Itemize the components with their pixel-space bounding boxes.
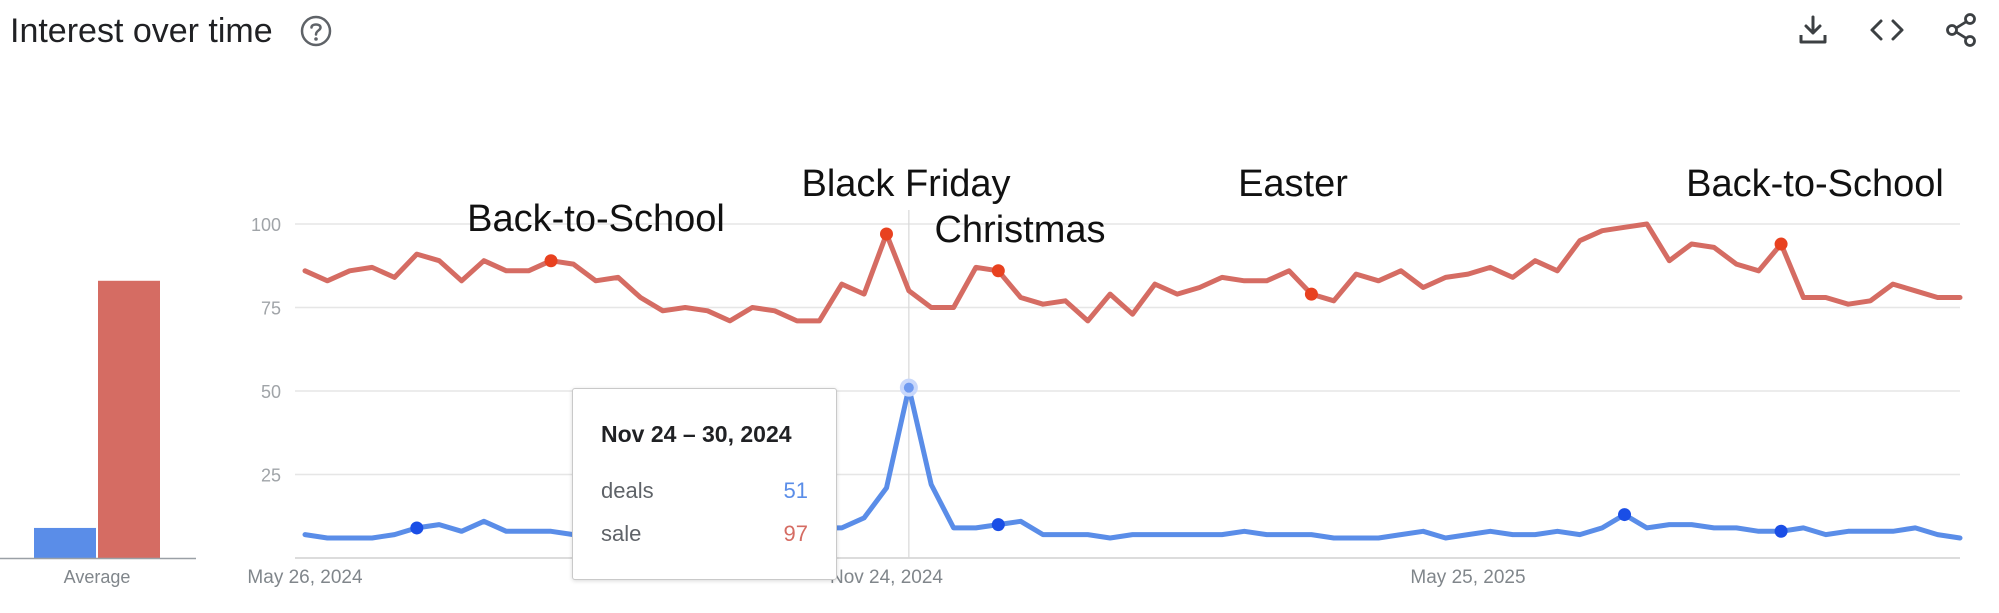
embed-button[interactable] xyxy=(1867,10,1907,50)
average-bars: Average xyxy=(0,280,196,587)
chart-lines[interactable] xyxy=(302,221,1963,541)
share-button[interactable] xyxy=(1941,10,1981,50)
download-icon xyxy=(1799,15,1827,44)
series-line-deals[interactable] xyxy=(302,385,1963,541)
code-icon xyxy=(1870,19,1904,41)
event-marker-deals xyxy=(1774,524,1788,538)
annotation-label: Back-to-School xyxy=(1686,163,1944,205)
annotation-label: Christmas xyxy=(934,209,1105,251)
event-marker-deals xyxy=(991,518,1005,532)
event-marker-deals xyxy=(410,521,424,535)
event-marker-sale xyxy=(991,264,1005,278)
annotation-label: Easter xyxy=(1238,163,1348,205)
hover-point-deals xyxy=(899,378,918,397)
tooltip-date: Nov 24 – 30, 2024 xyxy=(601,421,792,447)
tooltip-row-sale: sale 97 xyxy=(601,521,808,547)
tooltip-row-deals: deals 51 xyxy=(601,478,808,504)
tooltip-value: 97 xyxy=(783,521,808,546)
y-tick-label: 75 xyxy=(261,299,281,319)
tooltip-label: deals xyxy=(601,478,654,503)
annotation-label: Back-to-School xyxy=(467,198,725,240)
y-tick-label: 50 xyxy=(261,382,281,402)
tooltip-value: 51 xyxy=(783,478,808,503)
event-marker-sale xyxy=(879,227,893,241)
x-tick-label: May 26, 2024 xyxy=(247,567,363,588)
average-bar-sale xyxy=(98,280,160,558)
chart-markers xyxy=(410,227,1788,538)
hover-tooltip: Nov 24 – 30, 2024 deals 51 sale 97 xyxy=(572,388,837,580)
event-marker-sale xyxy=(544,254,558,268)
event-marker-sale xyxy=(1774,237,1788,251)
event-marker-deals xyxy=(1618,508,1632,522)
help-circle-icon[interactable] xyxy=(299,14,333,48)
chart-title: Interest over time xyxy=(10,11,273,50)
chart-actions xyxy=(1793,10,1981,50)
y-tick-label: 100 xyxy=(251,215,281,235)
tooltip-label: sale xyxy=(601,521,642,546)
y-tick-label: 25 xyxy=(261,466,281,486)
x-tick-label: May 25, 2025 xyxy=(1410,567,1525,588)
download-button[interactable] xyxy=(1793,10,1833,50)
share-icon xyxy=(1946,13,1976,47)
chart-header: Interest over time xyxy=(10,0,333,62)
series-line-sale[interactable] xyxy=(302,221,1963,324)
x-tick-label: Nov 24, 2024 xyxy=(830,567,943,588)
annotation-label: Black Friday xyxy=(801,163,1010,205)
average-label: Average xyxy=(64,567,131,587)
average-bar-deals xyxy=(34,527,96,558)
event-marker-sale xyxy=(1304,287,1318,301)
